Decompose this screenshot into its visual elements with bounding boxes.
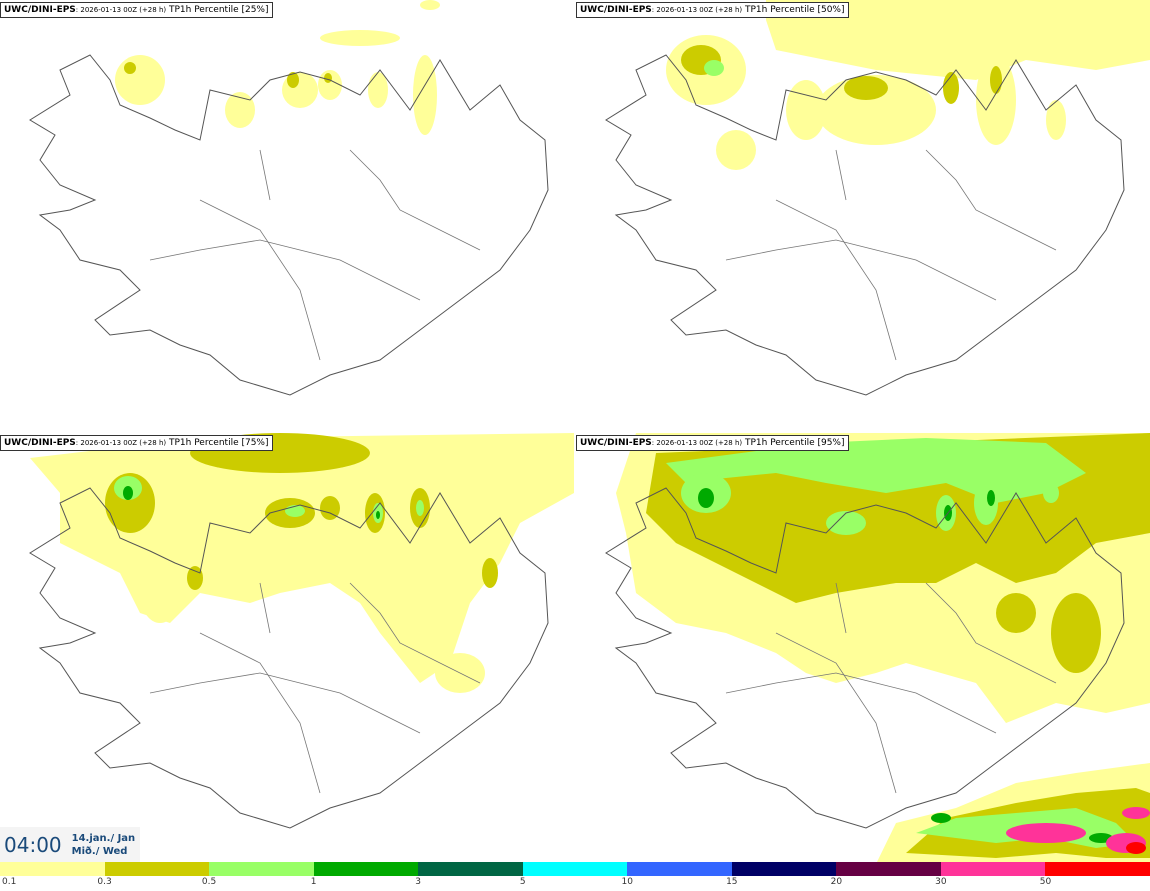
legend-label: 30 <box>935 877 947 887</box>
legend-label: 0.3 <box>97 877 112 887</box>
precip-map <box>605 433 1150 864</box>
precip-map <box>29 433 574 829</box>
legend-label: 15 <box>726 877 738 887</box>
valid-date-line2: Mið./ Wed <box>71 845 128 857</box>
legend-swatch <box>836 862 941 876</box>
panel-title: UWC/DINI-EPS: 2026-01-13 00Z (+28 h) TP1… <box>576 2 849 18</box>
precip-map <box>605 0 1150 396</box>
legend-swatch <box>1045 862 1150 876</box>
iceland-coastline <box>29 54 549 396</box>
road-network <box>149 582 481 794</box>
precip-areas <box>666 0 1150 170</box>
road-network <box>149 149 481 361</box>
legend-swatch <box>731 862 837 876</box>
legend-label: 5 <box>519 877 526 887</box>
panel-title: UWC/DINI-EPS: 2026-01-13 00Z (+28 h) TP1… <box>576 435 849 451</box>
legend-swatch <box>209 862 314 876</box>
legend-label: 1 <box>310 877 317 887</box>
iceland-coastline <box>605 487 1125 829</box>
valid-time-clock: 04:00 <box>4 832 62 857</box>
legend-swatch <box>627 862 732 876</box>
precip-map <box>29 0 549 396</box>
iceland-coastline <box>605 54 1125 396</box>
legend-label: 0.5 <box>201 877 217 887</box>
valid-time-box: 04:00 14.jan./ Jan Mið./ Wed <box>0 827 140 862</box>
valid-date-line1: 14.jan./ Jan <box>71 832 136 844</box>
legend-label: 0.1 <box>2 877 17 887</box>
road-network <box>725 149 1057 361</box>
legend-swatch <box>418 862 523 876</box>
legend-label: 50 <box>1039 877 1052 887</box>
legend-swatch <box>313 862 419 876</box>
map-panel-p95: UWC/DINI-EPS: 2026-01-13 00Z (+28 h) TP1… <box>576 433 1150 864</box>
precip-areas <box>115 0 440 135</box>
precip-legend: 0.1 0.3 0.5 1 3 5 10 15 20 30 50 <box>0 862 1150 891</box>
legend-swatch <box>522 862 628 876</box>
legend-colorbar <box>0 862 1150 876</box>
panel-title: UWC/DINI-EPS: 2026-01-13 00Z (+28 h) TP1… <box>0 435 273 451</box>
map-panel-p50: UWC/DINI-EPS: 2026-01-13 00Z (+28 h) TP1… <box>576 0 1150 431</box>
road-network <box>725 582 1057 794</box>
panel-divider <box>574 0 576 861</box>
panel-title: UWC/DINI-EPS: 2026-01-13 00Z (+28 h) TP1… <box>0 2 273 18</box>
legend-swatch <box>104 862 210 876</box>
legend-label: 10 <box>621 877 633 887</box>
iceland-coastline <box>29 487 549 829</box>
legend-label: 20 <box>830 877 843 887</box>
legend-label: 3 <box>415 877 422 887</box>
legend-swatch <box>940 862 1046 876</box>
map-panel-p25: UWC/DINI-EPS: 2026-01-13 00Z (+28 h) TP1… <box>0 0 574 431</box>
legend-swatch <box>0 862 105 876</box>
map-panel-p75: UWC/DINI-EPS: 2026-01-13 00Z (+28 h) TP1… <box>0 433 574 864</box>
valid-time-date: 14.jan./ Jan Mið./ Wed <box>72 832 136 858</box>
